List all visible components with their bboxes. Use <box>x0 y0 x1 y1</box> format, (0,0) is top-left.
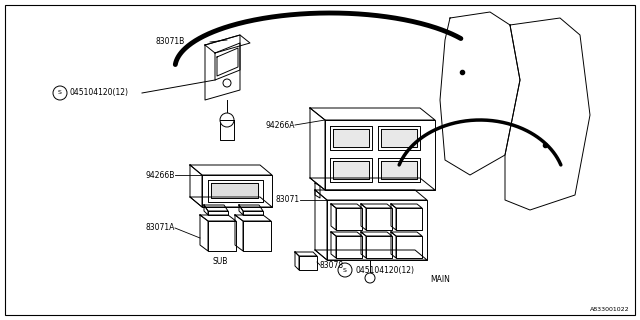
Polygon shape <box>315 190 327 260</box>
Polygon shape <box>208 180 263 202</box>
Polygon shape <box>204 205 228 211</box>
Polygon shape <box>361 204 392 208</box>
Text: SUB: SUB <box>212 258 228 267</box>
Text: S: S <box>343 268 347 273</box>
Polygon shape <box>190 165 272 175</box>
Polygon shape <box>310 108 325 190</box>
Polygon shape <box>336 236 362 258</box>
Text: 94266B: 94266B <box>146 171 175 180</box>
Text: 83078: 83078 <box>320 260 344 269</box>
Polygon shape <box>505 18 590 210</box>
Text: 045104120(12): 045104120(12) <box>70 89 129 98</box>
Polygon shape <box>361 204 366 230</box>
Polygon shape <box>299 256 317 270</box>
Polygon shape <box>243 221 271 251</box>
Text: 83071A: 83071A <box>146 223 175 233</box>
Polygon shape <box>391 232 396 258</box>
Polygon shape <box>190 165 202 207</box>
Polygon shape <box>239 205 263 211</box>
Text: 045104120(12): 045104120(12) <box>355 266 414 275</box>
Polygon shape <box>325 120 435 190</box>
Polygon shape <box>396 208 422 230</box>
Circle shape <box>223 79 231 87</box>
Polygon shape <box>220 120 234 140</box>
Polygon shape <box>378 126 420 150</box>
Polygon shape <box>217 48 238 76</box>
Polygon shape <box>235 215 243 251</box>
Polygon shape <box>243 211 263 215</box>
Polygon shape <box>330 126 372 150</box>
Circle shape <box>53 86 67 100</box>
Polygon shape <box>310 178 435 190</box>
Polygon shape <box>235 215 271 221</box>
Circle shape <box>338 263 352 277</box>
Polygon shape <box>331 232 362 236</box>
Polygon shape <box>361 232 392 236</box>
Polygon shape <box>336 208 362 230</box>
Polygon shape <box>391 204 422 208</box>
Polygon shape <box>215 43 240 80</box>
Polygon shape <box>391 232 422 236</box>
Circle shape <box>365 273 375 283</box>
Text: MAIN: MAIN <box>430 276 450 284</box>
Polygon shape <box>391 204 396 230</box>
Polygon shape <box>327 200 427 260</box>
Text: 94266A: 94266A <box>266 121 295 130</box>
Text: 83071: 83071 <box>276 196 300 204</box>
Polygon shape <box>330 158 372 182</box>
Polygon shape <box>361 232 366 258</box>
Polygon shape <box>204 205 208 215</box>
Polygon shape <box>378 158 420 182</box>
Polygon shape <box>295 252 299 270</box>
Polygon shape <box>381 129 417 147</box>
Polygon shape <box>208 211 228 215</box>
Polygon shape <box>381 161 417 179</box>
Text: 83071B: 83071B <box>155 37 184 46</box>
Polygon shape <box>190 197 272 207</box>
Polygon shape <box>208 221 236 251</box>
Polygon shape <box>205 35 240 100</box>
Polygon shape <box>239 205 243 215</box>
Polygon shape <box>315 190 427 200</box>
Polygon shape <box>295 252 317 256</box>
Polygon shape <box>396 236 422 258</box>
Polygon shape <box>331 204 362 208</box>
Text: S: S <box>58 91 62 95</box>
Polygon shape <box>333 129 369 147</box>
Polygon shape <box>310 108 435 120</box>
Polygon shape <box>315 250 427 260</box>
Polygon shape <box>440 12 520 175</box>
Polygon shape <box>205 35 250 53</box>
Polygon shape <box>333 161 369 179</box>
Text: A833001022: A833001022 <box>590 307 630 312</box>
Polygon shape <box>366 208 392 230</box>
Polygon shape <box>200 215 208 251</box>
Polygon shape <box>315 183 320 198</box>
Polygon shape <box>200 215 236 221</box>
Polygon shape <box>211 183 258 198</box>
Polygon shape <box>202 175 272 207</box>
Polygon shape <box>366 236 392 258</box>
Polygon shape <box>331 232 336 258</box>
Circle shape <box>220 113 234 127</box>
Polygon shape <box>331 204 336 230</box>
